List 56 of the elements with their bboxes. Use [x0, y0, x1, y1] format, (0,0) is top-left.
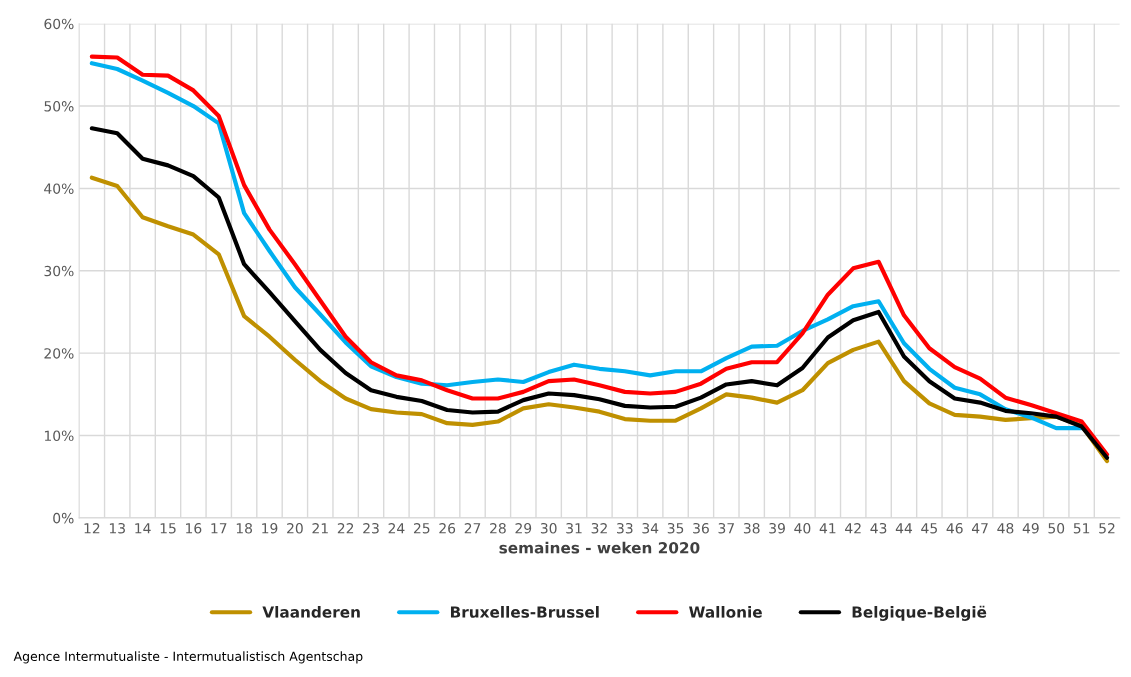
x-tick-label: 30 [540, 523, 557, 534]
legend-label: Vlaanderen [262, 606, 360, 618]
x-tick-label: 20 [287, 523, 303, 534]
x-tick-label: 40 [794, 523, 811, 534]
y-tick-label: 20% [44, 348, 74, 359]
x-tick-label: 50 [1048, 523, 1065, 534]
y-tick-label: 0% [53, 512, 74, 524]
x-tick-label: 16 [186, 523, 202, 534]
x-tick-label: 37 [718, 523, 734, 534]
legend-label: Wallonie [689, 606, 762, 618]
x-tick-label: 52 [1099, 523, 1115, 534]
x-tick-label: 29 [515, 523, 532, 534]
x-tick-label: 26 [439, 523, 456, 534]
x-tick-label: 35 [667, 523, 684, 534]
legend-label: Belgique-België [852, 605, 987, 621]
x-tick-label: 39 [769, 523, 785, 534]
x-tick-label: 23 [363, 523, 379, 534]
x-tick-label: 15 [160, 523, 176, 534]
x-axis-title: semaines - weken 2020 [499, 541, 700, 554]
y-tick-label: 40% [44, 183, 74, 194]
x-tick-label: 22 [337, 523, 354, 534]
x-tick-label: 13 [109, 523, 125, 534]
x-tick-label: 48 [997, 523, 1014, 534]
x-tick-label: 21 [312, 523, 328, 534]
x-tick-label: 31 [566, 523, 582, 534]
x-tick-label: 38 [743, 523, 760, 534]
x-tick-label: 19 [262, 523, 278, 534]
x-tick-label: 25 [413, 523, 430, 534]
y-tick-label: 10% [44, 430, 74, 442]
line-series [89, 175, 1110, 464]
x-tick-label: 44 [895, 523, 913, 534]
x-tick-label: 32 [591, 523, 607, 534]
x-tick-label: 12 [84, 523, 100, 534]
legend-label: Bruxelles-Brussel [450, 606, 599, 618]
x-tick-label: 28 [490, 523, 506, 534]
y-tick-label: 50% [44, 101, 74, 112]
x-tick-label: 41 [819, 523, 836, 534]
x-tick-label: 33 [617, 523, 633, 534]
x-tick-label: 27 [464, 523, 481, 534]
line-series [89, 126, 1110, 460]
x-tick-label: 36 [693, 523, 709, 534]
x-tick-label: 49 [1022, 523, 1039, 534]
x-tick-label: 17 [211, 523, 227, 534]
x-tick-label: 14 [135, 523, 151, 534]
x-tick-label: 46 [946, 523, 963, 534]
text: Agence Intermutualiste - Intermutualistisch Agentschap [13, 651, 363, 664]
x-tick-label: 34 [642, 523, 659, 534]
x-tick-label: 51 [1073, 523, 1090, 534]
x-tick-label: 42 [845, 523, 861, 534]
x-tick-label: 47 [971, 523, 988, 534]
x-tick-label: 24 [388, 523, 405, 534]
y-tick-label: 60% [44, 18, 74, 30]
x-tick-label: 45 [921, 523, 937, 534]
y-tick-label: 30% [44, 265, 74, 277]
x-tick-label: 18 [236, 523, 253, 534]
x-tick-label: 43 [870, 523, 887, 534]
